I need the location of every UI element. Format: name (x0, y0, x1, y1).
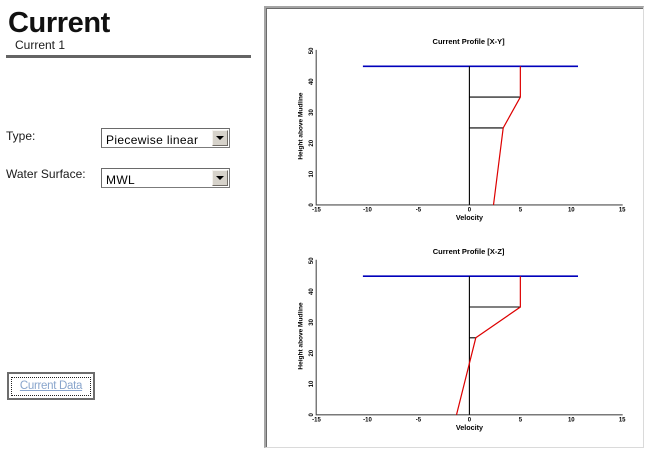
svg-text:0: 0 (309, 203, 315, 207)
svg-text:Current Profile [X-Z]: Current Profile [X-Z] (433, 247, 505, 256)
svg-text:20: 20 (309, 139, 315, 146)
svg-text:-10: -10 (363, 208, 372, 214)
svg-text:15: 15 (619, 418, 626, 424)
svg-text:Velocity: Velocity (456, 423, 483, 432)
svg-text:-10: -10 (363, 418, 372, 424)
svg-text:0: 0 (468, 208, 472, 214)
svg-text:40: 40 (309, 288, 315, 295)
svg-text:Velocity: Velocity (456, 213, 483, 222)
svg-text:30: 30 (309, 109, 315, 116)
svg-text:50: 50 (309, 47, 315, 54)
svg-text:15: 15 (619, 208, 626, 214)
svg-text:10: 10 (309, 380, 315, 387)
svg-text:40: 40 (309, 78, 315, 85)
svg-text:30: 30 (309, 318, 315, 325)
svg-text:0: 0 (309, 412, 315, 416)
svg-text:10: 10 (568, 418, 575, 424)
svg-text:-5: -5 (416, 208, 422, 214)
svg-text:-5: -5 (416, 418, 422, 424)
svg-text:20: 20 (309, 349, 315, 356)
svg-text:5: 5 (519, 208, 523, 214)
svg-text:5: 5 (519, 418, 523, 424)
svg-text:10: 10 (568, 208, 575, 214)
svg-text:-15: -15 (312, 208, 321, 214)
svg-text:Height above Mudline: Height above Mudline (298, 302, 305, 370)
svg-text:-15: -15 (312, 418, 321, 424)
svg-text:0: 0 (468, 418, 472, 424)
svg-text:50: 50 (309, 257, 315, 264)
svg-text:10: 10 (309, 170, 315, 177)
svg-text:Height above Mudline: Height above Mudline (298, 92, 305, 160)
svg-text:Current Profile [X-Y]: Current Profile [X-Y] (433, 37, 506, 46)
